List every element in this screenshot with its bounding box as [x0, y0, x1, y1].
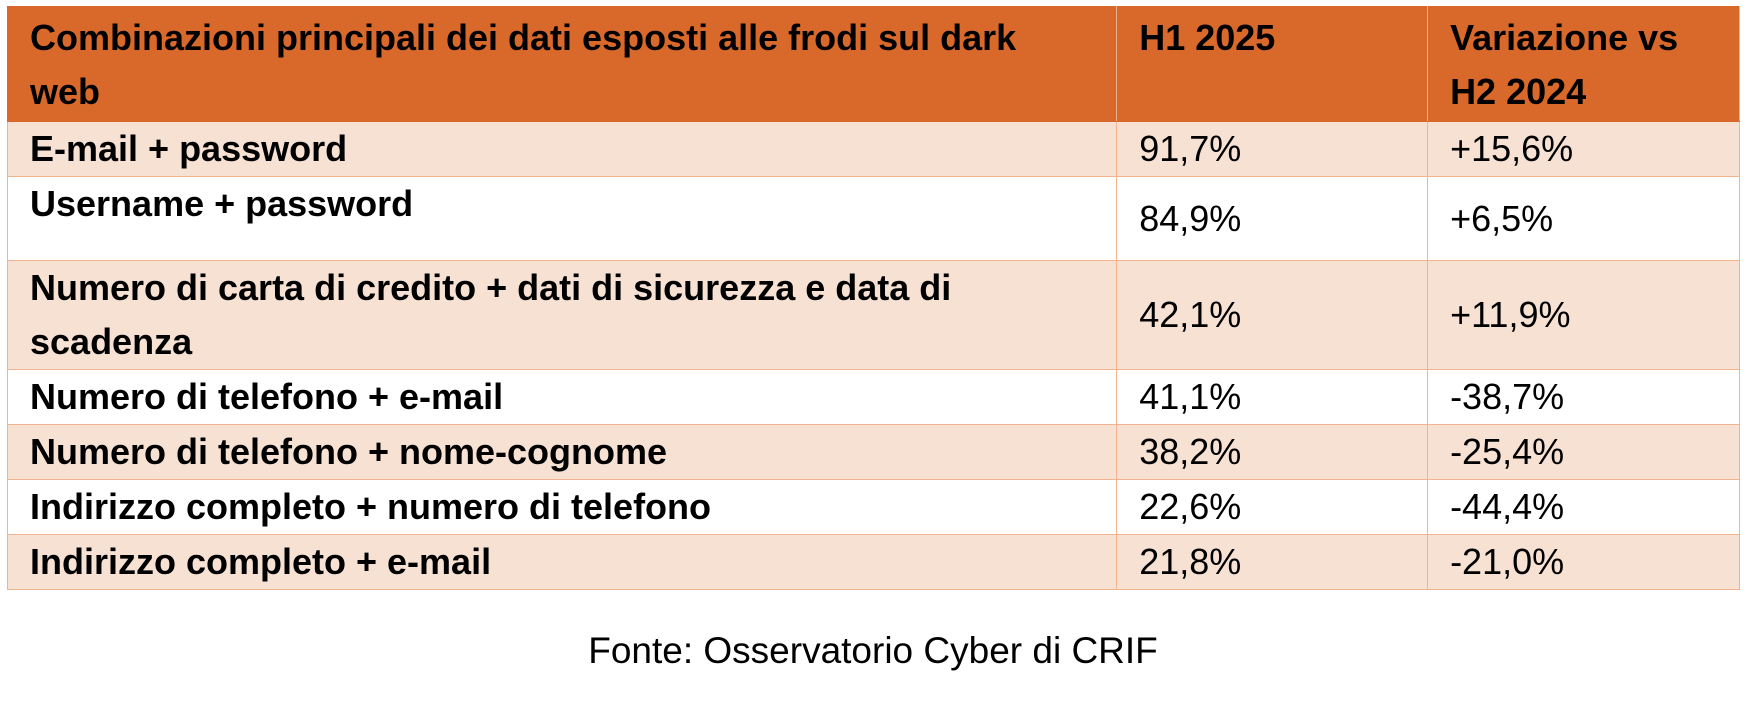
row-h1-2025-value: 38,2% [1116, 424, 1429, 480]
row-variation-value: +15,6% [1427, 121, 1740, 177]
table-body: E-mail + password 91,7% +15,6% Username … [6, 121, 1740, 590]
table-row: Numero di telefono + nome-cognome 38,2% … [6, 424, 1740, 480]
row-h1-2025-value: 91,7% [1116, 121, 1429, 177]
row-combination: Numero di telefono + nome-cognome [6, 424, 1118, 480]
row-combination: Numero di telefono + e-mail [6, 369, 1118, 425]
row-variation-value: -21,0% [1427, 534, 1740, 590]
row-combination: Username + password [6, 176, 1118, 261]
header-variation: Variazione vs H2 2024 [1427, 6, 1740, 122]
row-h1-2025-value: 22,6% [1116, 479, 1429, 535]
table-row: Username + password 84,9% +6,5% [6, 176, 1740, 261]
row-variation-value: +6,5% [1427, 176, 1740, 261]
table-row: Indirizzo completo + numero di telefono … [6, 479, 1740, 535]
source-caption: Fonte: Osservatorio Cyber di CRIF [588, 630, 1158, 671]
row-variation-value: -38,7% [1427, 369, 1740, 425]
dark-web-data-table: Combinazioni principali dei dati esposti… [6, 6, 1740, 590]
header-h1-2025: H1 2025 [1116, 6, 1429, 122]
header-row: Combinazioni principali dei dati esposti… [6, 6, 1740, 122]
row-combination: Indirizzo completo + e-mail [6, 534, 1118, 590]
row-variation-value: -44,4% [1427, 479, 1740, 535]
table-header: Combinazioni principali dei dati esposti… [6, 6, 1740, 122]
data-table-container: Combinazioni principali dei dati esposti… [6, 6, 1740, 590]
row-combination: Numero di carta di credito + dati di sic… [6, 260, 1118, 370]
row-h1-2025-value: 84,9% [1116, 176, 1429, 261]
table-row: Numero di carta di credito + dati di sic… [6, 260, 1740, 370]
table-row: Numero di telefono + e-mail 41,1% -38,7% [6, 369, 1740, 425]
row-variation-value: +11,9% [1427, 260, 1740, 370]
row-combination: Indirizzo completo + numero di telefono [6, 479, 1118, 535]
row-h1-2025-value: 21,8% [1116, 534, 1429, 590]
table-row: E-mail + password 91,7% +15,6% [6, 121, 1740, 177]
row-variation-value: -25,4% [1427, 424, 1740, 480]
row-h1-2025-value: 42,1% [1116, 260, 1429, 370]
table-row: Indirizzo completo + e-mail 21,8% -21,0% [6, 534, 1740, 590]
row-h1-2025-value: 41,1% [1116, 369, 1429, 425]
row-combination: E-mail + password [6, 121, 1118, 177]
header-combinations: Combinazioni principali dei dati esposti… [6, 6, 1118, 122]
